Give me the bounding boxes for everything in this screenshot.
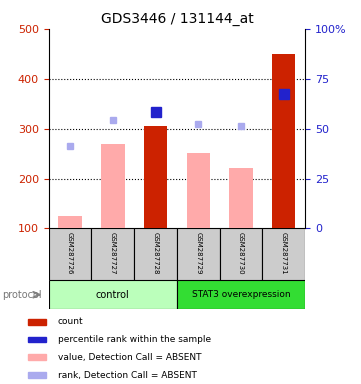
Bar: [49, 228, 91, 280]
Title: GDS3446 / 131144_at: GDS3446 / 131144_at: [100, 12, 253, 26]
Text: STAT3 overexpression: STAT3 overexpression: [192, 290, 290, 299]
Text: GSM287729: GSM287729: [195, 232, 201, 275]
Text: GSM287731: GSM287731: [281, 232, 287, 275]
Bar: [262, 228, 305, 280]
Bar: [58, 216, 82, 228]
Bar: [177, 280, 305, 309]
Bar: [144, 126, 167, 228]
Bar: [177, 228, 219, 280]
Bar: [134, 228, 177, 280]
Bar: [28, 354, 46, 360]
Bar: [101, 144, 125, 228]
Text: percentile rank within the sample: percentile rank within the sample: [58, 335, 211, 344]
Text: GSM287726: GSM287726: [67, 232, 73, 275]
Bar: [229, 167, 253, 228]
Bar: [49, 280, 177, 309]
Bar: [28, 372, 46, 378]
Bar: [187, 152, 210, 228]
Text: GSM287728: GSM287728: [153, 232, 158, 275]
Text: rank, Detection Call = ABSENT: rank, Detection Call = ABSENT: [58, 371, 197, 380]
Text: control: control: [96, 290, 130, 300]
Text: GSM287730: GSM287730: [238, 232, 244, 275]
Bar: [28, 337, 46, 343]
Bar: [28, 319, 46, 325]
Text: protocol: protocol: [2, 290, 42, 300]
Text: count: count: [58, 317, 83, 326]
Text: value, Detection Call = ABSENT: value, Detection Call = ABSENT: [58, 353, 201, 362]
Bar: [219, 228, 262, 280]
Bar: [272, 54, 295, 228]
Text: GSM287727: GSM287727: [110, 232, 116, 275]
Bar: [91, 228, 134, 280]
